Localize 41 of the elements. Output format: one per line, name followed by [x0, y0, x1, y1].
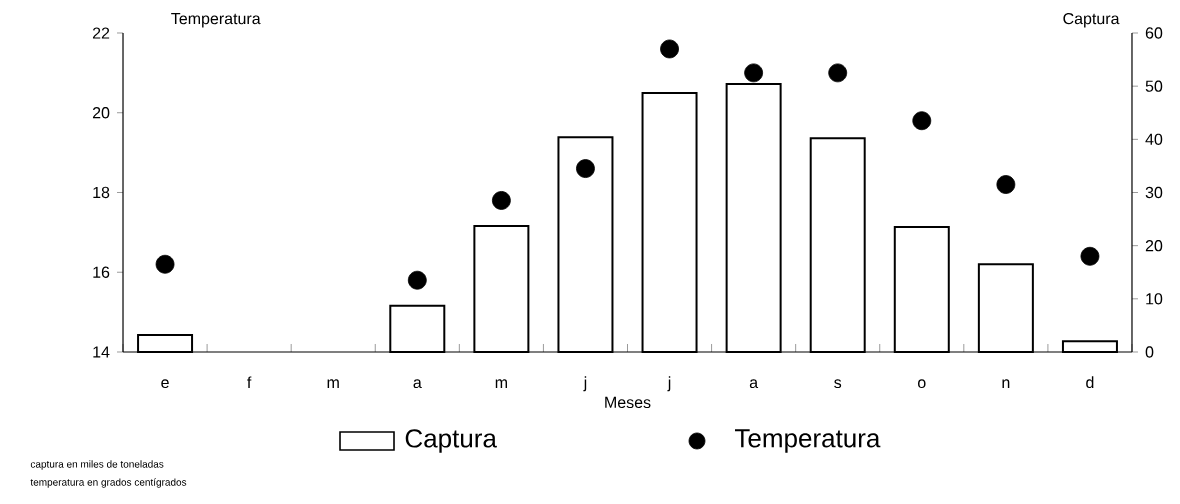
y-axis-title: Temperatura [171, 13, 261, 28]
point [155, 254, 175, 274]
y2-tick-label: 30 [1145, 186, 1163, 199]
point [996, 175, 1016, 194]
x-tick-label: m [495, 379, 507, 388]
legend-label: Captura [405, 429, 497, 453]
x-axis-title: Meses [605, 396, 651, 409]
x-tick-label: f [247, 376, 252, 388]
y-tick-label: 16 [93, 266, 110, 278]
y2-tick-label: 50 [1145, 80, 1163, 92]
y-tick-label: 20 [92, 107, 110, 119]
point [828, 63, 848, 83]
x-tick-label: s [834, 379, 842, 389]
y2-tick-label: 10 [1146, 293, 1163, 305]
point [576, 159, 595, 178]
point [407, 270, 427, 290]
y-tick-label: 14 [93, 346, 110, 358]
x-tick-label: e [161, 379, 169, 389]
x-tick-label: j [667, 376, 671, 392]
x-tick-label: m [327, 379, 339, 388]
point [744, 63, 764, 83]
legend-label: Temperatura [735, 429, 881, 453]
x-tick-label: a [749, 379, 759, 389]
y-tick-label: 22 [92, 27, 110, 39]
x-tick-label: n [1002, 379, 1010, 388]
point [912, 111, 932, 131]
y2-tick-label: 0 [1145, 346, 1154, 358]
y2-axis-title: Captura [1063, 12, 1120, 28]
text: temperatura en grados centígrados [30, 478, 187, 488]
text: captura en miles de toneladas [30, 460, 164, 470]
point [660, 39, 679, 59]
y2-tick-label: 60 [1145, 27, 1163, 39]
point [1080, 246, 1100, 266]
y2-tick-label: 40 [1145, 133, 1163, 145]
x-tick-label: a [413, 379, 422, 389]
x-tick-label: j [583, 376, 587, 392]
x-tick-label: d [1086, 376, 1094, 389]
x-tick-label: o [918, 379, 926, 389]
point [491, 191, 511, 210]
y2-tick-label: 20 [1145, 240, 1163, 252]
y-tick-label: 18 [93, 186, 110, 199]
